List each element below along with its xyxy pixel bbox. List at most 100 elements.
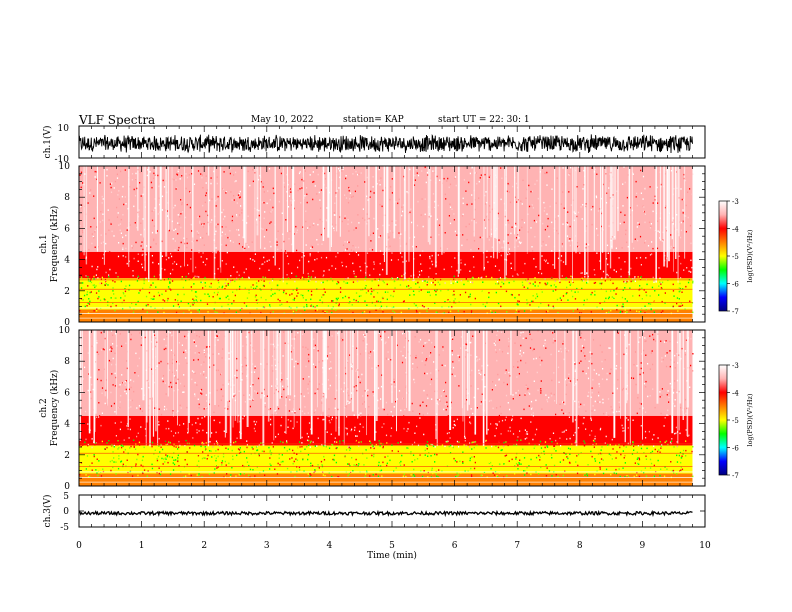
spectrogram-speckle xyxy=(527,460,529,462)
spectrogram-speckle xyxy=(653,445,655,447)
spectrogram-speckle xyxy=(116,345,118,347)
spectrogram-speckle xyxy=(266,260,268,262)
spectrogram-speckle xyxy=(229,280,231,283)
spectrogram-speckle xyxy=(362,208,364,210)
spectrogram-speckle xyxy=(334,437,336,439)
spectrogram-speckle xyxy=(651,253,653,255)
spectrogram-speckle xyxy=(552,342,554,344)
spectrogram-speckle xyxy=(172,268,174,271)
spectrogram-speckle xyxy=(275,287,277,290)
spectrogram-speckle xyxy=(357,173,359,176)
spectrogram-speckle xyxy=(313,347,315,349)
spectrogram-speckle xyxy=(158,437,160,440)
sferic-streak xyxy=(287,166,288,233)
spectrogram-speckle xyxy=(364,336,366,338)
spectrogram-speckle xyxy=(202,334,204,337)
spectrogram-speckle xyxy=(377,387,380,389)
spectrogram-speckle xyxy=(236,454,238,457)
spectrogram-speckle xyxy=(563,401,565,404)
spectrogram-speckle xyxy=(254,260,256,262)
spectrogram-speckle xyxy=(594,423,596,425)
spectrogram-speckle xyxy=(536,428,538,431)
spectrogram-speckle xyxy=(382,445,384,448)
spectrogram-speckle xyxy=(138,277,140,279)
ch1-voltage-panel: 10 -10 ch.1(V) xyxy=(42,124,706,165)
spectrogram-speckle xyxy=(648,447,650,449)
spectrogram-speckle xyxy=(288,306,291,308)
spectrogram-speckle xyxy=(464,440,466,442)
sferic-streak xyxy=(330,166,332,247)
spectrogram-speckle xyxy=(540,302,542,305)
spectrogram-speckle xyxy=(449,301,451,303)
spectrogram-speckle xyxy=(114,281,116,283)
spectrogram-speckle xyxy=(634,276,636,278)
spectrogram-speckle xyxy=(281,396,283,398)
spectrogram-speckle xyxy=(176,441,179,444)
spectrogram-speckle xyxy=(96,351,98,353)
spectrogram-speckle xyxy=(481,393,483,395)
spectrogram-speckle xyxy=(179,444,181,447)
spectrogram-speckle xyxy=(178,306,180,308)
spectrogram-speckle xyxy=(466,264,468,266)
spectrogram-speckle xyxy=(294,412,296,414)
spectrogram-speckle xyxy=(582,204,584,206)
spectrogram-speckle xyxy=(158,185,160,188)
spectrogram-speckle xyxy=(496,359,498,362)
spectrogram-speckle xyxy=(417,276,419,278)
spectrogram-speckle xyxy=(205,194,207,197)
spectrogram-speckle xyxy=(99,299,102,302)
spectrogram-speckle xyxy=(503,445,505,447)
spectrogram-speckle xyxy=(456,281,458,283)
spectrogram-speckle xyxy=(597,401,599,403)
spectrogram-speckle xyxy=(211,422,213,424)
spectrogram-speckle xyxy=(248,331,250,334)
spectrogram-speckle xyxy=(427,412,429,415)
spectrogram-speckle xyxy=(308,360,310,362)
spectrogram-speckle xyxy=(661,357,663,359)
spectrogram-speckle xyxy=(215,247,217,249)
spectrogram-speckle xyxy=(191,302,194,304)
spectrogram-speckle xyxy=(469,446,471,448)
spectrogram-speckle xyxy=(577,291,579,293)
spectrogram-speckle xyxy=(95,442,98,444)
spectrogram-speckle xyxy=(604,276,606,278)
spectrogram-speckle xyxy=(437,262,439,265)
spectrogram-speckle xyxy=(669,365,671,368)
spectrogram-speckle xyxy=(80,287,83,289)
spectrogram-speckle xyxy=(424,198,426,200)
sferic-streak xyxy=(274,166,276,266)
spectrogram-speckle xyxy=(126,367,128,370)
spectrogram-speckle xyxy=(355,458,357,461)
spectrogram-speckle xyxy=(88,255,91,258)
spectrogram-speckle xyxy=(515,392,517,394)
spectrogram-speckle xyxy=(642,372,644,374)
spectrogram-speckle xyxy=(131,247,134,249)
spectrogram-speckle xyxy=(478,369,480,372)
spectrogram-speckle xyxy=(301,177,304,179)
spectrogram-speckle xyxy=(339,170,341,172)
spectrogram-speckle xyxy=(637,457,639,459)
spectrogram-speckle xyxy=(565,412,567,415)
spectrogram-speckle xyxy=(322,281,324,284)
spectrogram-speckle xyxy=(692,370,694,372)
spectrogram-speckle xyxy=(444,294,447,296)
spectrogram-speckle xyxy=(629,309,631,311)
spectrogram-speckle xyxy=(516,201,518,203)
spectrogram-speckle xyxy=(660,283,662,285)
spectrogram-speckle xyxy=(578,250,580,253)
spectrogram-speckle xyxy=(227,405,229,408)
spectrogram-speckle xyxy=(150,306,152,308)
spectrogram-speckle xyxy=(280,172,282,175)
spectrogram-speckle xyxy=(448,295,450,297)
spectrogram-speckle xyxy=(264,261,266,263)
spectrogram-speckle xyxy=(645,386,647,388)
spectrogram-speckle xyxy=(366,195,368,198)
spectrogram-speckle xyxy=(210,221,212,223)
spectrogram-speckle xyxy=(530,227,532,229)
spectrogram-speckle xyxy=(393,378,395,381)
spectrogram-speckle xyxy=(280,249,282,251)
spectrogram-speckle xyxy=(236,357,238,360)
spectrogram-speckle xyxy=(458,441,460,443)
spectrogram-speckle xyxy=(431,341,433,344)
spectrogram-speckle xyxy=(615,365,618,367)
